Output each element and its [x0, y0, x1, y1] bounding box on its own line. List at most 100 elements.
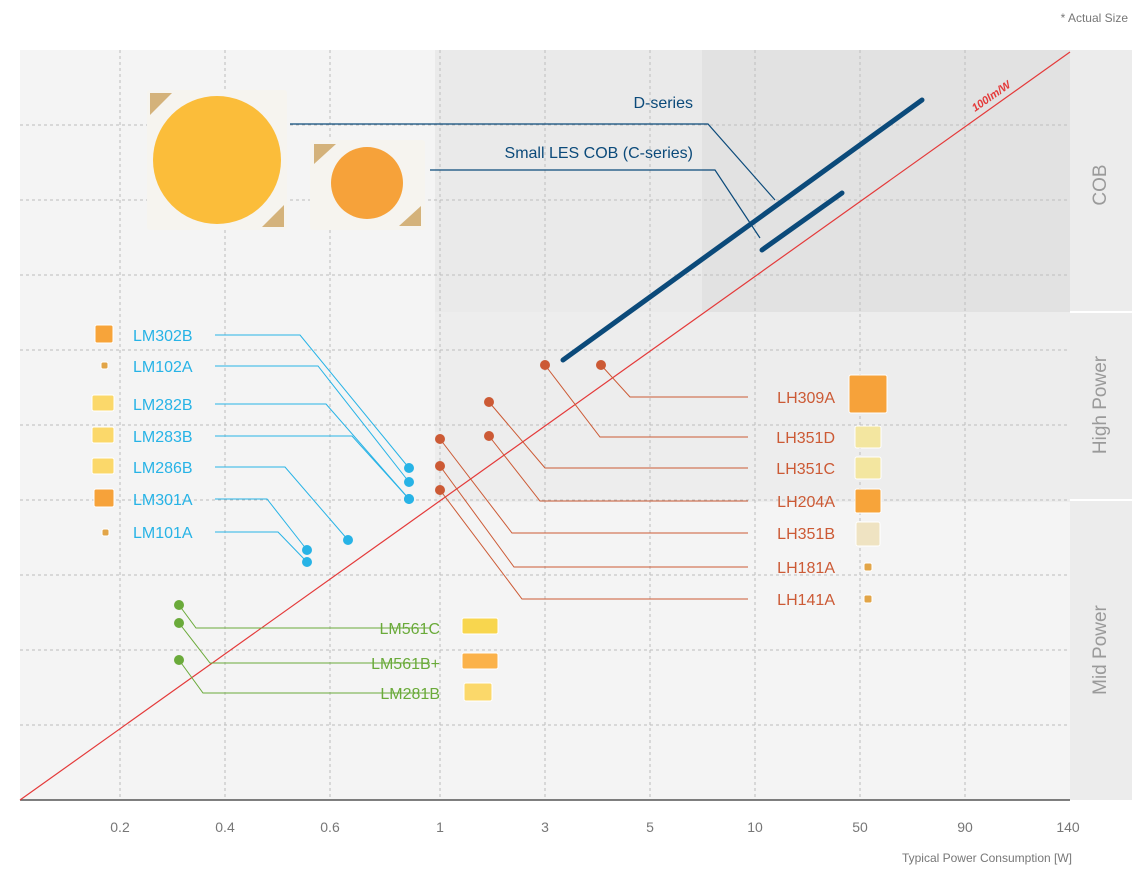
- package-icon-lm286b: [91, 457, 115, 475]
- package-icon-lh141a: [863, 594, 873, 604]
- cob-zone-shade-dark: [702, 50, 1070, 312]
- point-label-lm561b: LM561B+: [371, 656, 440, 673]
- package-icon-lm561b: [461, 652, 499, 670]
- leader-line-lm281b: [178, 659, 430, 694]
- package-icon-lm281b: [463, 682, 493, 702]
- cob-d-series-phosphor: [153, 96, 281, 224]
- zone-labels: COB High Power Mid Power: [1090, 164, 1111, 694]
- point-label-lh351c: LH351C: [776, 461, 835, 478]
- cob-series: D-series Small LES COB (C-series): [290, 95, 925, 363]
- x-axis-title: Typical Power Consumption [W]: [902, 851, 1072, 865]
- package-icon-lm101a: [101, 528, 110, 537]
- leader-line-lm561b: [178, 622, 430, 664]
- data-point-lh351c: [484, 397, 494, 407]
- actual-size-note: * Actual Size: [1061, 11, 1129, 25]
- point-label-lm302b: LM302B: [133, 328, 193, 345]
- leader-line-lm561c: [178, 604, 430, 629]
- point-label-lm561c: LM561C: [380, 621, 440, 638]
- cob-series-bar: [759, 190, 845, 253]
- point-labels: LM561C LM561B+ LM281B LM302B LM102A LM282B LM2…: [133, 328, 835, 703]
- leader-line-lh309a: [600, 364, 748, 398]
- leader-line-lh351d: [544, 364, 748, 438]
- point-label-lm283b: LM283B: [133, 429, 193, 446]
- data-point-lh181a: [435, 461, 445, 471]
- point-label-lh141a: LH141A: [777, 592, 835, 609]
- leader-lines: [178, 334, 748, 694]
- point-label-lh204a: LH204A: [777, 494, 835, 511]
- data-point-lm286b: [343, 535, 353, 545]
- cob-leader-line: [430, 169, 761, 239]
- package-icon-lh351d: [854, 425, 882, 449]
- data-point-lh309a: [596, 360, 606, 370]
- package-icon-lm302b: [94, 324, 114, 344]
- x-tick-label: 90: [957, 819, 973, 835]
- cob-d-series-pad-icon: [150, 93, 172, 115]
- leader-line-lm283b: [215, 435, 410, 500]
- data-point-lm102a: [404, 477, 414, 487]
- point-label-lh351b: LH351B: [777, 526, 835, 543]
- point-label-lm281b: LM281B: [380, 686, 440, 703]
- package-icons: [91, 324, 888, 702]
- data-point-lm281b: [174, 655, 184, 665]
- data-point-lh351b: [435, 434, 445, 444]
- leader-line-lm286b: [215, 466, 349, 541]
- x-tick-label: 50: [852, 819, 868, 835]
- point-label-lm286b: LM286B: [133, 460, 193, 477]
- high-power-zone-shade: [435, 312, 1070, 502]
- point-label-lh309a: LH309A: [777, 390, 835, 407]
- data-point-lh141a: [435, 485, 445, 495]
- cob-series-label: D-series: [633, 95, 693, 112]
- zone-label-cob: COB: [1090, 164, 1111, 205]
- x-tick-label: 0.2: [110, 819, 130, 835]
- data-point-lh351d: [540, 360, 550, 370]
- x-tick-label: 3: [541, 819, 549, 835]
- data-point-lm301a: [302, 545, 312, 555]
- package-icon-lm282b: [91, 394, 115, 412]
- leader-line-lm302b: [215, 334, 410, 469]
- leader-line-lh181a: [439, 465, 748, 568]
- zone-label-high-power: High Power: [1090, 355, 1111, 454]
- package-icon-lm301a: [93, 488, 115, 508]
- point-label-lm282b: LM282B: [133, 397, 193, 414]
- cob-c-series-pad-icon: [314, 144, 336, 164]
- point-label-lm301a: LM301A: [133, 492, 193, 509]
- package-icon-lh309a: [848, 374, 888, 414]
- data-point-lm283b: [404, 494, 414, 504]
- package-icon-lm283b: [91, 426, 115, 444]
- cob-leader-line: [290, 123, 776, 201]
- x-tick-label: 5: [646, 819, 654, 835]
- x-tick-labels: 0.2 0.4 0.6 1 3 5 10 50 90 140: [110, 819, 1080, 835]
- zone-label-mid-power: Mid Power: [1090, 604, 1111, 694]
- leader-line-lm301a: [215, 498, 308, 551]
- cob-product-images: [147, 90, 425, 230]
- x-tick-label: 140: [1056, 819, 1080, 835]
- leader-line-lh204a: [488, 435, 748, 502]
- data-point-lm561b: [174, 618, 184, 628]
- leader-line-lm101a: [215, 531, 308, 563]
- cob-d-series-pad-icon-2: [262, 205, 284, 227]
- leader-line-lh351c: [488, 401, 748, 469]
- x-tick-label: 1: [436, 819, 444, 835]
- point-label-lm101a: LM101A: [133, 525, 193, 542]
- leader-line-lm102a: [215, 365, 410, 483]
- zone-label-column: [1070, 50, 1132, 800]
- data-point-lh204a: [484, 431, 494, 441]
- cob-series-bar: [560, 97, 925, 363]
- data-point-lm561c: [174, 600, 184, 610]
- data-points: [174, 360, 606, 665]
- package-icon-lh351b: [855, 521, 881, 547]
- cob-c-series-pad-icon-2: [399, 206, 421, 226]
- data-point-lm302b: [404, 463, 414, 473]
- point-label-lh181a: LH181A: [777, 560, 835, 577]
- point-label-lm102a: LM102A: [133, 359, 193, 376]
- package-icon-lh351c: [854, 456, 882, 480]
- point-label-lh351d: LH351D: [776, 430, 835, 447]
- x-tick-label: 0.4: [215, 819, 235, 835]
- leader-line-lm282b: [215, 403, 410, 500]
- data-point-lm101a: [302, 557, 312, 567]
- leader-line-lh351b: [439, 438, 748, 534]
- x-tick-label: 0.6: [320, 819, 340, 835]
- package-icon-lm561c: [461, 617, 499, 635]
- package-icon-lh181a: [863, 562, 873, 572]
